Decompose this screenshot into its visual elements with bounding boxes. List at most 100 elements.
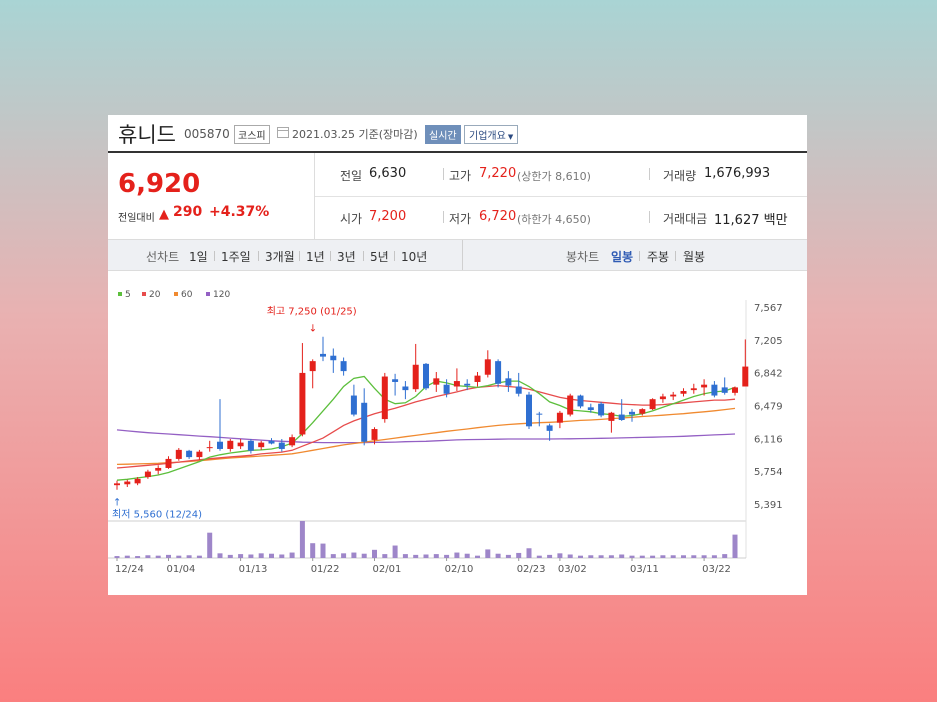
annotations: 최고 7,250 (01/25) ↓ ↑최저 5,560 (12/24) — [112, 306, 357, 521]
trade-amount-label: 거래대금 — [663, 212, 708, 226]
stock-name: 휴니드 — [118, 123, 176, 147]
change-label: 전일대비 — [118, 213, 155, 224]
candle-body — [206, 447, 213, 449]
candle-body — [732, 387, 738, 393]
volume-bar — [681, 555, 686, 558]
candle-body — [670, 394, 677, 397]
volume-bar — [423, 554, 429, 558]
open-value: 7,200 — [369, 209, 407, 224]
volume-bar — [310, 543, 316, 558]
line-chart-label: 선차트 — [146, 250, 180, 264]
volume-bar — [227, 554, 233, 558]
high-value: 7,220 — [479, 166, 517, 181]
candle-body — [196, 451, 203, 458]
volume-bar — [536, 555, 542, 558]
volume-bar — [330, 554, 336, 558]
volume-bar — [619, 554, 625, 558]
volume-bar — [433, 554, 439, 558]
quote-divider — [443, 168, 444, 180]
x-tick-label: 02/01 — [373, 564, 402, 575]
tab-divider — [258, 251, 259, 261]
tab-3m[interactable]: 3개월 — [265, 250, 295, 264]
ma120-line — [116, 429, 736, 444]
volume-bar — [279, 554, 285, 558]
tab-3y[interactable]: 3년 — [337, 250, 356, 264]
open-label: 시가 — [340, 212, 363, 226]
company-overview-label: 기업개요 — [469, 131, 506, 142]
stock-code: 005870 — [184, 127, 230, 141]
candle-body — [309, 361, 316, 372]
volume-bar — [495, 553, 501, 558]
volume-bar — [155, 555, 161, 558]
y-axis: 7,567 7,205 6,842 6,479 6,116 5,754 5,391 — [754, 303, 783, 511]
company-overview-dropdown[interactable]: 기업개요 ▼ — [464, 125, 519, 144]
y-tick-label: 6,479 — [754, 402, 783, 413]
tab-5y[interactable]: 5년 — [370, 250, 389, 264]
x-tick-label: 01/13 — [239, 564, 268, 575]
y-tick-label: 7,567 — [754, 303, 783, 314]
tab-weekly[interactable]: 주봉 — [647, 250, 670, 264]
candle-body — [515, 386, 522, 394]
ma20-line — [116, 384, 736, 469]
candle-body — [247, 440, 254, 451]
volume-bar — [207, 532, 213, 558]
volume-bar — [269, 553, 274, 558]
tab-1w[interactable]: 1주일 — [221, 250, 251, 264]
volume-bar — [567, 554, 573, 558]
candlestick-chart: 5 20 60 120 7,567 7,205 6,842 6,479 6,116 5,754 5… — [108, 290, 783, 575]
candle-body — [124, 481, 131, 485]
legend-swatch — [142, 292, 146, 296]
volume-bar — [526, 548, 532, 558]
candle-body — [320, 353, 326, 357]
candle-body — [350, 395, 357, 415]
lower-limit: (하한가 4,650) — [517, 213, 591, 226]
volume-panel: 거래량 — [108, 521, 746, 559]
volume-bar — [258, 553, 264, 558]
volume-bar — [608, 555, 614, 558]
candle-body — [608, 412, 615, 421]
volume-bar — [248, 554, 254, 558]
candle-body — [381, 376, 388, 420]
price-box: 6,920 전일대비 ▲ 290 +4.37% — [108, 153, 315, 239]
chart-grid — [108, 300, 747, 558]
tab-10y[interactable]: 10년 — [401, 250, 428, 264]
y-tick-label: 5,391 — [754, 500, 783, 511]
candle-body — [587, 407, 594, 411]
quote-row-divider — [315, 196, 807, 197]
tab-divider — [394, 251, 395, 261]
market-badge: 코스피 — [234, 125, 270, 144]
price-change-rate: +4.37% — [209, 204, 270, 220]
y-tick-label: 6,116 — [754, 434, 783, 445]
volume-bar — [660, 555, 666, 558]
candle-body — [258, 442, 265, 448]
candle-body — [618, 414, 625, 420]
volume-bar — [485, 549, 491, 558]
volume-bar — [289, 552, 295, 558]
volume-bar — [557, 553, 563, 558]
volume-bar — [578, 555, 583, 558]
candle-body — [361, 402, 368, 442]
volume-bar — [711, 555, 717, 558]
realtime-button[interactable]: 실시간 — [425, 125, 461, 144]
volume-bar — [361, 553, 367, 558]
tab-1d[interactable]: 1일 — [189, 250, 208, 264]
candle-body — [412, 364, 419, 390]
candle-body — [155, 467, 162, 471]
candle-body — [659, 396, 666, 400]
volume-bar — [145, 555, 151, 558]
tab-1y[interactable]: 1년 — [306, 250, 325, 264]
volume-bar — [114, 556, 120, 558]
volume-bar — [299, 521, 305, 558]
candle-body — [680, 391, 687, 394]
upper-limit: (상한가 8,610) — [517, 170, 591, 183]
y-tick-label: 5,754 — [754, 467, 783, 478]
tab-daily[interactable]: 일봉 — [611, 250, 634, 264]
legend-label: 20 — [149, 290, 161, 300]
tab-monthly[interactable]: 월봉 — [683, 250, 706, 264]
candle-body — [639, 409, 646, 414]
candle-body — [186, 450, 193, 458]
volume-bar — [598, 555, 604, 558]
candle-body — [144, 471, 151, 478]
legend-label: 120 — [213, 290, 230, 300]
legend-swatch — [118, 292, 122, 296]
